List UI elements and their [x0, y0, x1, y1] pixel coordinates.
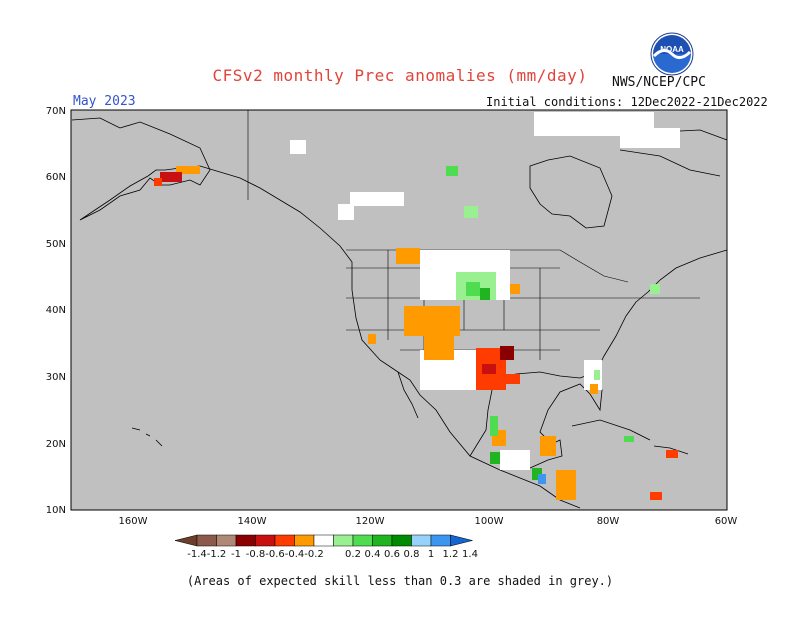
legend-tick-label: -1.4	[187, 549, 207, 560]
lat-label: 60N	[46, 172, 66, 183]
legend-tick-label: 1.2	[443, 549, 459, 560]
lat-label: 40N	[46, 305, 66, 316]
legend-tick-label: -1.2	[207, 549, 227, 560]
legend-tick-label: -0.6	[265, 549, 285, 560]
legend-swatch	[196, 534, 217, 547]
legend-swatch	[411, 534, 432, 547]
lon-label: 100W	[475, 516, 504, 527]
lon-labels: 160W 140W 120W 100W 80W 60W	[119, 516, 738, 527]
skill-caption: (Areas of expected skill less than 0.3 a…	[186, 574, 614, 588]
legend-tick-label: 0.4	[365, 549, 381, 560]
legend-tick-label: 0.6	[384, 549, 400, 560]
legend-swatch	[313, 534, 334, 547]
map-frame	[70, 109, 728, 511]
forecast-month: May 2023	[73, 94, 136, 109]
legend-swatch	[216, 534, 237, 547]
legend-arrow-right	[450, 534, 473, 547]
lon-label: 60W	[715, 516, 738, 527]
lat-label: 50N	[46, 239, 66, 250]
legend-swatch	[352, 534, 373, 547]
initial-conditions: Initial conditions: 12Dec2022-21Dec2022	[486, 95, 768, 109]
legend-tick-label: -1	[231, 549, 241, 560]
lat-label: 20N	[46, 439, 66, 450]
legend-tick-label: 1.4	[462, 549, 478, 560]
agency-label: NWS/NCEP/CPC	[612, 75, 706, 90]
legend-tick-label: 0.2	[345, 549, 361, 560]
logo-text: NOAA	[660, 45, 684, 54]
legend-swatch	[372, 534, 393, 547]
legend-tick-label: -0.2	[304, 549, 324, 560]
legend-swatch	[235, 534, 256, 547]
lon-label: 80W	[597, 516, 620, 527]
chart-title: CFSv2 monthly Prec anomalies (mm/day)	[212, 66, 588, 85]
legend-swatch	[333, 534, 354, 547]
lon-label: 120W	[356, 516, 385, 527]
lat-label: 70N	[46, 106, 66, 117]
legend-swatch	[294, 534, 315, 547]
lat-labels: 70N 60N 50N 40N 30N 20N 10N	[46, 106, 66, 516]
legend-tick-label: -0.8	[246, 549, 266, 560]
legend-swatch	[255, 534, 276, 547]
legend-swatch	[430, 534, 451, 547]
legend-swatch	[274, 534, 295, 547]
legend-tick-labels: -1.4 -1.2 -1 -0.8 -0.6 -0.4 -0.2 0.2 0.4 0.6 0.8 1 1…	[187, 549, 478, 560]
legend-tick-label: 1	[428, 549, 434, 560]
anomaly-patches	[154, 112, 680, 500]
legend-swatches	[174, 534, 473, 547]
lat-label: 10N	[46, 505, 66, 516]
legend-tick-label: -0.4	[285, 549, 305, 560]
lat-label: 30N	[46, 372, 66, 383]
lon-label: 140W	[238, 516, 267, 527]
legend-tick-label: 0.8	[404, 549, 420, 560]
legend-arrow-left	[174, 534, 198, 547]
lon-label: 160W	[119, 516, 148, 527]
legend-swatch	[391, 534, 412, 547]
noaa-logo: NOAA	[650, 32, 694, 76]
